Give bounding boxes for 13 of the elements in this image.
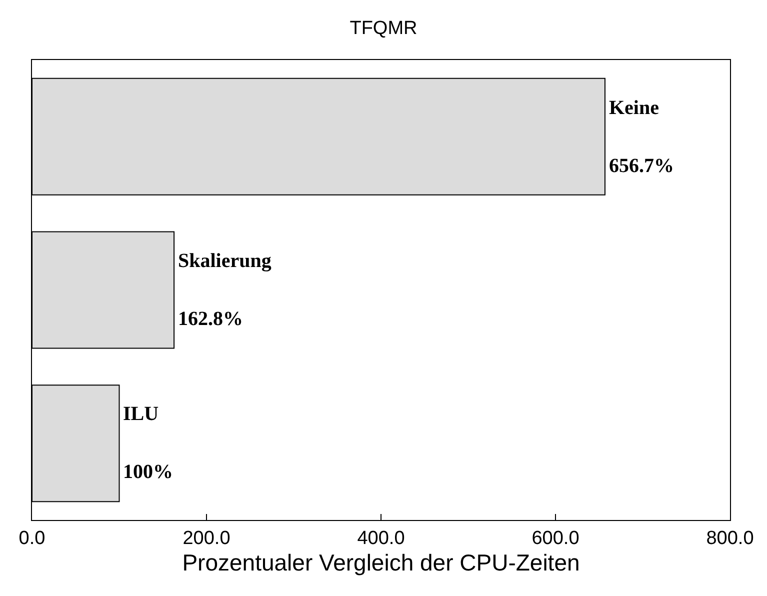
data-label: 100% (123, 461, 173, 483)
y-tick-label: Keine (609, 97, 660, 119)
chart-title: TFQMR (350, 18, 418, 40)
x-tick-label: 800.0 (706, 528, 754, 549)
x-tick-label: 0.0 (18, 528, 46, 549)
x-axis-title: Prozentualer Vergleich der CPU-Zeiten (182, 549, 580, 576)
x-tick-label: 400.0 (357, 528, 405, 549)
x-tick-label: 200.0 (182, 528, 230, 549)
y-tick-label: Skalierung (178, 250, 272, 272)
data-label: 656.7% (609, 155, 674, 177)
y-tick-label: ILU (123, 403, 159, 425)
x-tick-label: 600.0 (532, 528, 580, 549)
data-label: 162.8% (178, 308, 243, 330)
